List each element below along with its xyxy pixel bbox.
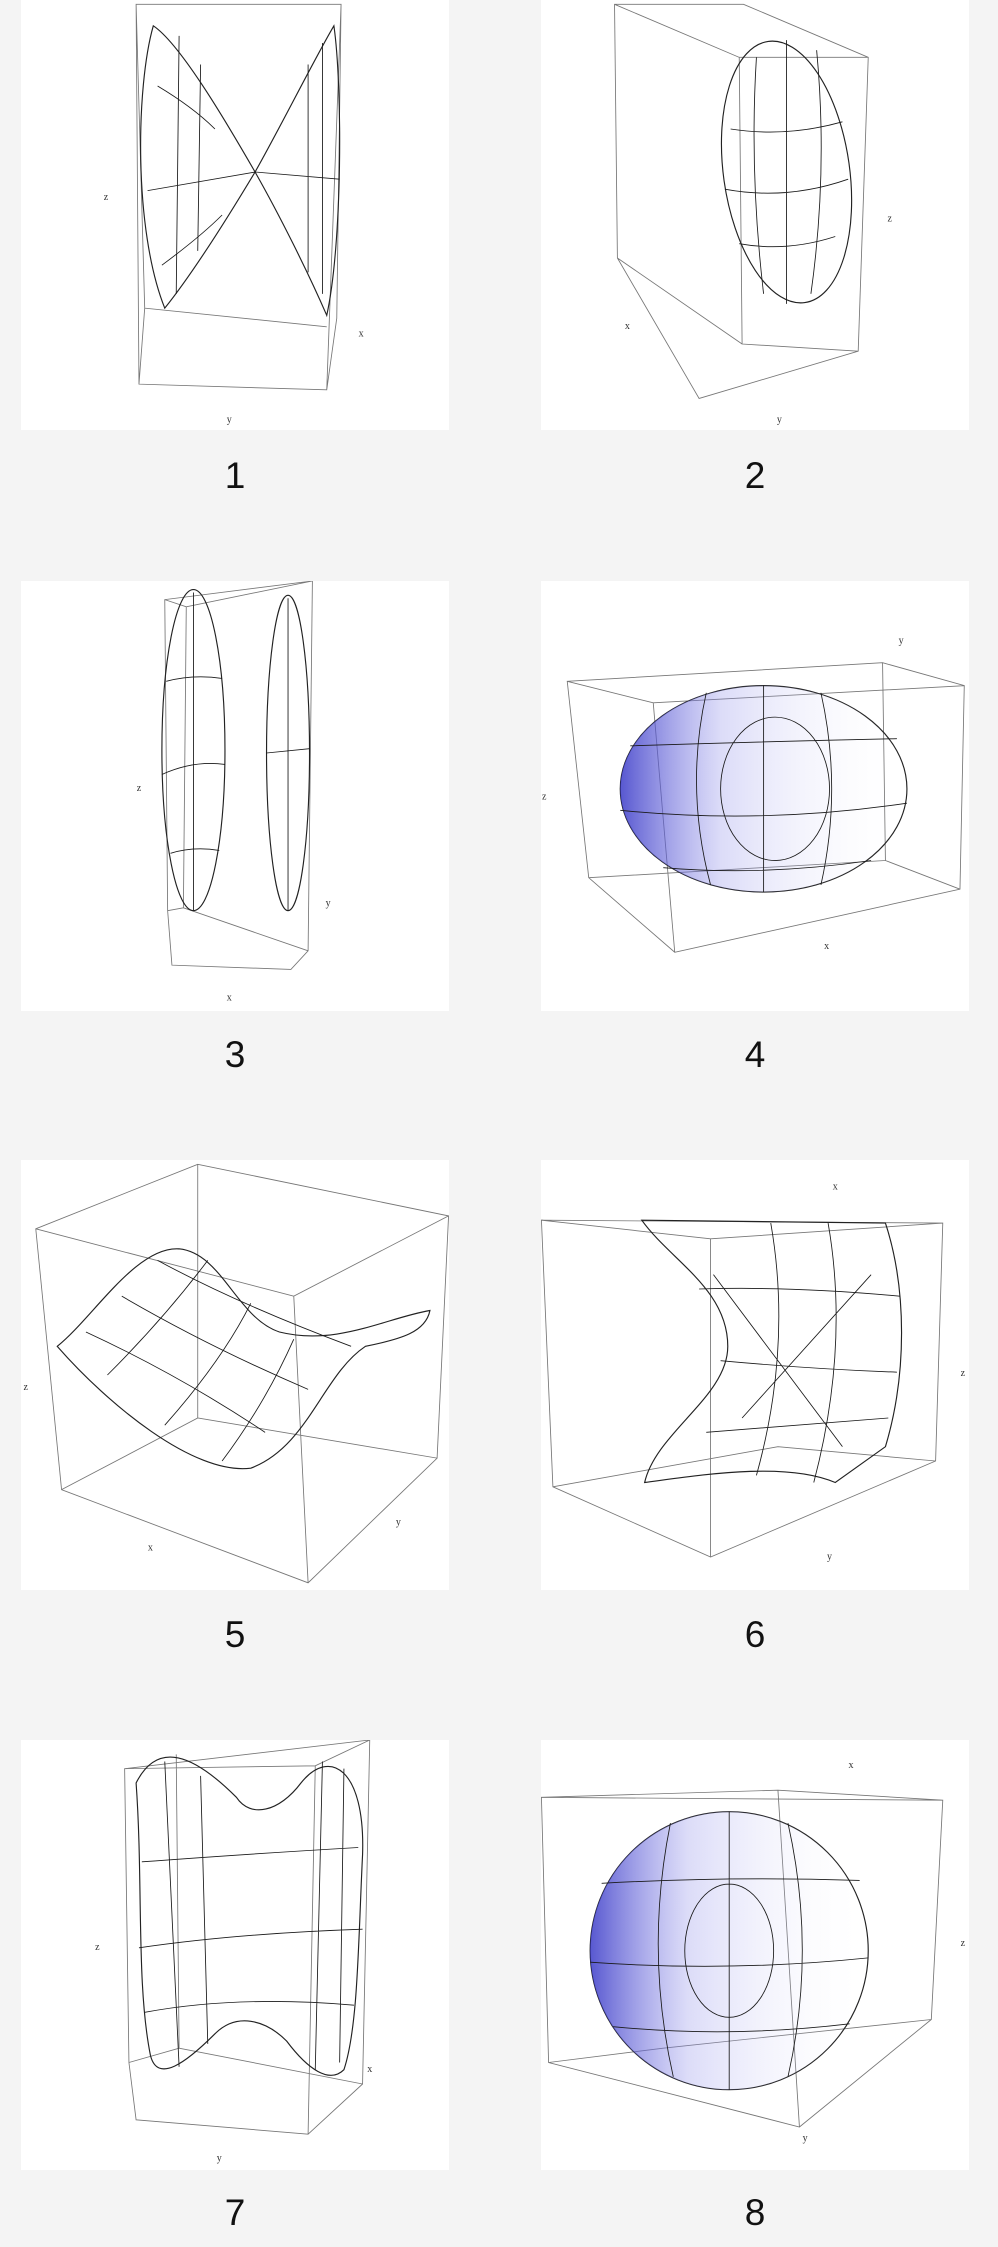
- panel-number: 3: [224, 1034, 246, 1075]
- bounding-box: [135, 3, 342, 391]
- bounding-box: [541, 1789, 944, 2128]
- axis-label: y: [326, 898, 331, 909]
- panel-number: 7: [224, 2192, 246, 2233]
- surface: [254, 24, 341, 318]
- plot: x z y: [541, 1182, 966, 1562]
- axis-label: y: [803, 2133, 808, 2144]
- plot-panel: z x y: [21, 0, 449, 430]
- mesh: [147, 35, 340, 294]
- axis-label: z: [961, 1938, 966, 1949]
- panel-number: 4: [744, 1034, 766, 1075]
- axis-label: z: [104, 192, 109, 203]
- mesh: [590, 1811, 869, 2090]
- axis-label: z: [961, 1368, 966, 1379]
- axis-label: x: [227, 992, 232, 1003]
- axis-label: x: [849, 1760, 854, 1771]
- axis-label: x: [625, 321, 630, 332]
- plot-panel: z x y: [21, 1740, 449, 2170]
- surface: [56, 1248, 431, 1470]
- axis-label: y: [227, 414, 232, 425]
- axis-label: y: [777, 414, 782, 425]
- plot-panel: z x y: [21, 1160, 449, 1590]
- axis-label: x: [148, 1543, 153, 1554]
- axis-label: y: [217, 2153, 222, 2164]
- axis-label: z: [888, 214, 893, 225]
- plot: x z y: [541, 1760, 966, 2144]
- axis-label: z: [137, 783, 142, 794]
- mesh: [724, 40, 849, 304]
- plot-panel: x z y: [541, 1740, 969, 2170]
- surface: [140, 24, 256, 310]
- bounding-box: [124, 1740, 371, 2135]
- plot: z x y: [614, 3, 893, 425]
- axis-label: x: [359, 328, 364, 339]
- panel-number: 2: [744, 455, 766, 496]
- bounding-box: [541, 1219, 944, 1558]
- axis-label: x: [824, 941, 829, 952]
- axis-label: x: [833, 1182, 838, 1193]
- bounding-box: [614, 3, 869, 399]
- axis-label: y: [396, 1517, 401, 1528]
- mesh: [85, 1259, 352, 1462]
- panel-number: 5: [224, 1614, 246, 1655]
- surface: [720, 40, 853, 304]
- axis-label: y: [827, 1551, 832, 1562]
- mesh: [620, 685, 907, 893]
- plot: z y x: [137, 581, 331, 1003]
- surface: [135, 1756, 364, 2076]
- plot: z x y: [95, 1740, 372, 2164]
- plot-panel: z y x: [21, 581, 449, 1011]
- mesh: [161, 592, 310, 911]
- plot: y z x: [542, 635, 965, 953]
- panel-number: 8: [744, 2192, 766, 2233]
- plot-panel: y z x: [541, 581, 969, 1011]
- plot: z x y: [24, 1163, 449, 1584]
- mesh: [138, 1761, 363, 2070]
- mesh: [699, 1222, 900, 1483]
- panel-number: 1: [224, 455, 246, 496]
- bounding-box: [164, 581, 313, 970]
- axis-label: z: [24, 1382, 29, 1393]
- axis-label: x: [367, 2064, 372, 2075]
- panel-number: 6: [744, 1614, 766, 1655]
- plot-panel: z x y: [541, 0, 969, 430]
- plot: z x y: [104, 3, 364, 425]
- bounding-box: [35, 1163, 449, 1584]
- surface: [640, 1219, 903, 1484]
- axis-label: y: [899, 635, 904, 646]
- axis-label: z: [95, 1942, 100, 1953]
- axis-label: z: [542, 792, 547, 803]
- surface: [161, 589, 226, 912]
- plot-panel: x z y: [541, 1160, 969, 1590]
